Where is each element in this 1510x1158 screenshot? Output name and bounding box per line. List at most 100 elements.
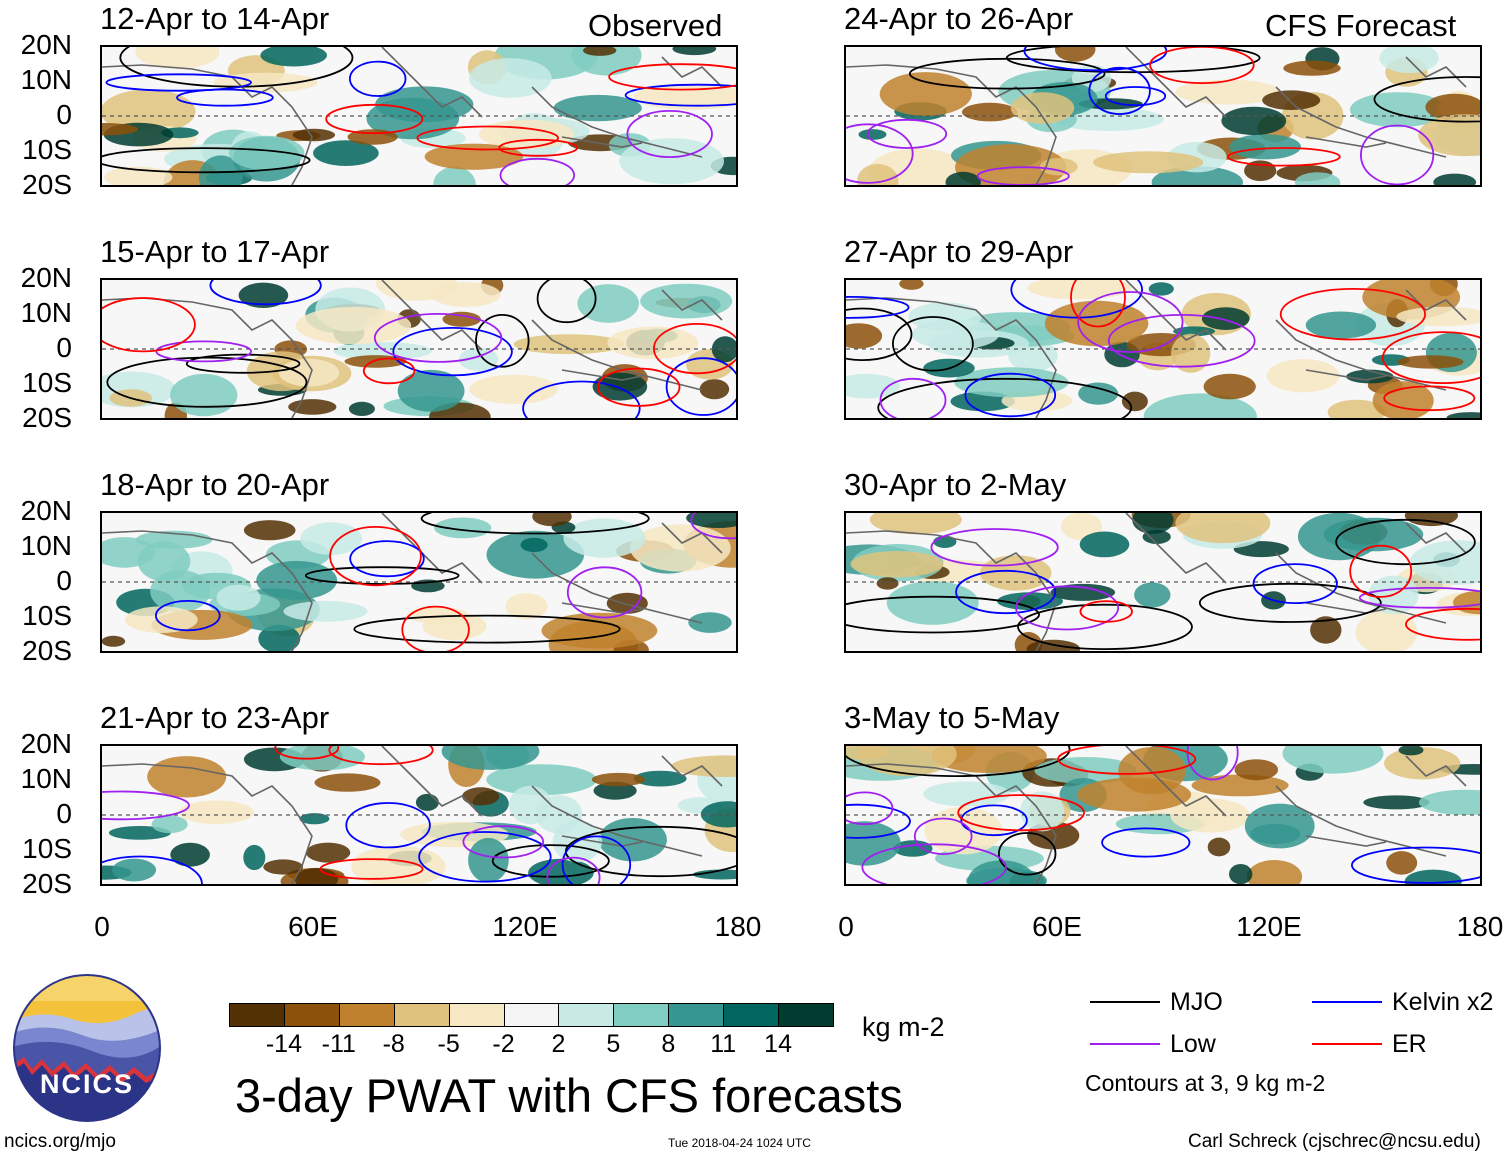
footer-credit: Carl Schreck (cjschrec@ncsu.edu) [1188,1131,1481,1152]
y-tick-row1-2: 0 [56,99,72,130]
anomaly-blob [1134,582,1171,608]
colorbar-cell-2 [338,1003,395,1027]
anomaly-blob [1044,300,1149,347]
coastline [381,513,483,584]
anomaly-blob [1386,851,1418,875]
panel-title-obs-2: 15-Apr to 17-Apr [100,234,330,269]
contour-er [498,138,579,157]
colorbar-cell-4 [448,1003,505,1027]
coastline [1125,513,1227,584]
colorbar-tick-1: -11 [321,1030,356,1058]
contour-low [499,157,575,185]
map-field [846,280,1480,418]
anomaly-blob [333,342,432,360]
contour-mjo [846,595,1040,634]
coastline [381,47,483,118]
colorbar-tick-7: 8 [661,1030,676,1058]
x-tick-60e-right: 60E [1032,911,1082,942]
coastline [661,289,723,321]
legend-mjo-line [1090,1001,1160,1003]
anomaly-blob [563,518,646,558]
coastline [1305,369,1387,381]
colorbar-cell-3 [393,1003,450,1027]
anomaly-blob [577,284,639,323]
anomaly-blob [442,311,481,327]
contour-mjo [877,377,1133,418]
ncics-logo[interactable]: NCICS [12,973,162,1123]
anomaly-blob [846,373,900,399]
coastline [102,530,313,651]
contour-low [690,513,736,540]
y-tick-row3-0: 20N [20,495,72,526]
contour-er [274,746,340,760]
legend-er-label: ER [1392,1030,1427,1058]
contour-low [1107,314,1256,368]
anomaly-blob [102,123,139,136]
coastline [1405,755,1467,787]
anomaly-blob [858,129,887,140]
map-panel-obs-4 [100,744,738,886]
anomaly-blob [876,577,899,590]
anomaly-blob [238,282,289,308]
contour-kelvin-x2 [522,380,641,418]
anomaly-blob [606,592,648,614]
contour-er [1057,746,1197,775]
anomaly-blob [243,520,296,541]
contour-er [1070,280,1126,328]
y-tick-row4-0: 20N [20,728,72,759]
coastline [846,530,1057,651]
footer-url[interactable]: ncics.org/mjo [4,1131,116,1152]
anomaly-blob [260,47,327,67]
anomaly-blob [243,844,266,871]
anomaly-blob [1118,747,1186,795]
anomaly-blob [1282,746,1384,774]
anomaly-blob [1404,869,1462,884]
map-field [102,47,736,185]
anomaly-blob [102,89,196,134]
anomaly-blob [1079,531,1130,558]
contour-mjo [997,832,1057,876]
anomaly-blob [313,140,379,166]
colorbar-cell-10 [778,1003,834,1027]
coastline [531,86,703,158]
anomaly-blob [216,584,261,611]
anomaly-blob [407,606,469,624]
coastline [1275,86,1447,158]
y-tick-row1-3: 10S [22,134,72,165]
anomaly-blob [258,624,301,651]
contour-low [1358,587,1480,609]
contour-low [846,791,894,826]
contour-mjo [892,316,974,372]
contour-mjo [846,307,913,361]
anomaly-blob [1234,759,1279,781]
coastline [1125,746,1227,817]
anomaly-blob [879,72,972,116]
contour-kelvin-x2 [209,280,322,306]
anomaly-blob [151,815,188,834]
contour-mjo [1017,603,1193,650]
anomaly-blob [397,369,465,412]
contour-er [1349,544,1413,598]
panel-title-obs-1: 12-Apr to 14-Apr [100,1,330,36]
y-tick-row1-0: 20N [20,29,72,60]
anomaly-blob [147,756,227,798]
anomaly-blob [954,367,1069,398]
colorbar-tick-5: 2 [551,1030,566,1058]
anomaly-blob [583,47,617,56]
anomaly-blob [528,858,594,884]
colorbar-cell-8 [668,1003,725,1027]
map-field [102,513,736,651]
contour-er [1079,600,1133,623]
observed-header: Observed [588,8,723,43]
anomaly-blob [1323,517,1424,552]
anomaly-blob [899,280,924,290]
legend-mjo-label: MJO [1170,988,1223,1016]
anomaly-blob [1229,864,1253,884]
contour-kelvin-x2 [349,540,425,578]
panel-title-fc-3: 30-Apr to 2-May [844,467,1067,502]
anomaly-blob [415,793,439,811]
contour-mjo [304,566,460,585]
colorbar-cell-1 [283,1003,340,1027]
y-tick-row2-3: 10S [22,367,72,398]
anomaly-blob [1363,795,1430,810]
